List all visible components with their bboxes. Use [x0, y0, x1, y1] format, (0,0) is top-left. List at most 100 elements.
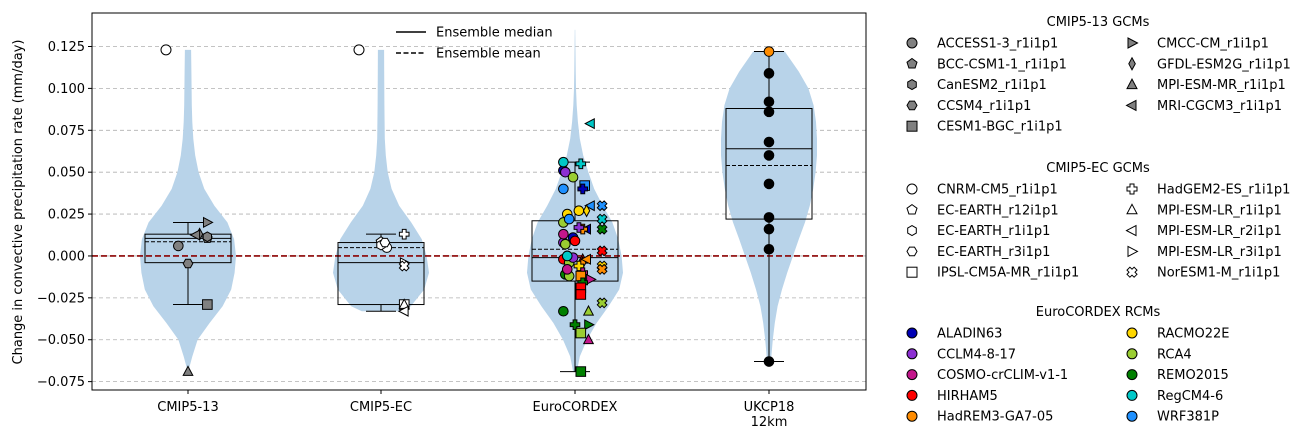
data-point [397, 305, 409, 317]
data-point [763, 212, 775, 223]
y-tick-label: 0.125 [48, 40, 85, 55]
legend-entry-label: CESM1-BGC_r1i1p1 [937, 120, 1063, 135]
legend-marker [906, 369, 918, 381]
data-point [763, 136, 775, 148]
legend-marker [1126, 410, 1138, 422]
legend-entry-label: ACCESS1-3_r1i1p1 [937, 37, 1058, 52]
legend-entry-label: IPSL-CM5A-MR_r1i1p1 [937, 266, 1079, 281]
legend-marker [906, 266, 918, 278]
legend-entry-label: REMO2015 [1157, 368, 1229, 383]
legend-entry-label: RCA4 [1157, 347, 1192, 362]
data-point [596, 223, 608, 235]
data-point [398, 260, 410, 272]
data-point [398, 228, 410, 240]
data-point [763, 243, 775, 255]
data-point [596, 297, 608, 309]
outlier-point [353, 44, 365, 56]
plot-area: −0.075 −0.050 −0.025 0.000 0.025 0.050 0.075 0.… [37, 12, 867, 430]
data-point [580, 253, 591, 265]
legend-marker [906, 37, 918, 49]
legend-marker [907, 225, 917, 237]
legend-marker [906, 57, 918, 69]
data-point [575, 327, 587, 339]
y-tick-label: −0.025 [37, 291, 85, 306]
violin-1 [333, 49, 429, 312]
legend-marker [1126, 266, 1138, 278]
data-point [763, 150, 775, 161]
legend-section-title: EuroCORDEX RCMs [1036, 305, 1161, 320]
data-point [561, 250, 573, 262]
data-point [202, 299, 213, 310]
legend-marker [906, 410, 918, 422]
data-point [575, 158, 587, 170]
y-tick-label: 0.075 [48, 124, 85, 139]
legend-entry-label: MPI-ESM-MR_r1i1p1 [1157, 78, 1286, 93]
y-tick-label: −0.075 [37, 375, 85, 390]
x-tick-label: UKCP18 [744, 400, 795, 415]
data-point [573, 222, 585, 233]
data-point [582, 333, 595, 345]
line-legend: Ensemble median Ensemble mean [396, 26, 553, 62]
legend-entry-label: HadREM3-GA7-05 [937, 410, 1053, 425]
data-point [560, 166, 571, 178]
data-point [558, 156, 569, 168]
legend-entry-label: CCSM4_r1i1p1 [937, 99, 1031, 114]
legend-entry-label: RACMO22E [1157, 327, 1229, 342]
legend-entry-label: ALADIN63 [937, 327, 1002, 342]
data-point [596, 213, 608, 225]
data-point [560, 238, 571, 250]
legend-entry-label: MRI-CGCM3_r1i1p1 [1157, 99, 1282, 114]
legend-marker [906, 389, 918, 401]
y-tick-label: −0.050 [37, 333, 85, 348]
data-point [582, 203, 591, 218]
x-tick-label: CMIP5-13 [157, 400, 218, 415]
legend-entry-label: CCLM4-8-17 [937, 347, 1016, 362]
data-point [577, 183, 588, 195]
legend-marker [1126, 348, 1138, 360]
legend-marker [1127, 37, 1139, 49]
legend-marker [1126, 183, 1138, 195]
legend-entry-label: RegCM4-6 [1157, 389, 1223, 404]
marker-legend: CMIP5-13 GCMs ACCESS1-3_r1i1p1 BCC-CSM1-1_… [906, 15, 1291, 425]
data-point [202, 231, 212, 243]
data-point [569, 235, 581, 247]
legend-marker [1126, 78, 1138, 90]
legend-marker [907, 79, 917, 91]
legend-entry-label: BCC-CSM1-1_r1i1p1 [937, 57, 1067, 72]
data-point [182, 365, 194, 376]
data-point [203, 216, 214, 229]
data-point [596, 263, 608, 275]
data-point [182, 258, 194, 269]
legend-marker [1126, 203, 1138, 215]
data-point [763, 223, 775, 235]
legend-entry-label: NorESM1-M_r1i1p1 [1157, 266, 1280, 281]
legend-marker [1125, 99, 1137, 112]
y-tick-label: 0.100 [48, 82, 85, 97]
violin-3 [721, 51, 817, 362]
legend-entry-label: WRF381P [1157, 410, 1219, 425]
data-point [573, 205, 585, 217]
legend-entry-label: MPI-ESM-LR_r3i1p1 [1157, 245, 1282, 260]
data-point [558, 305, 569, 317]
legend-entry-label: COSMO-crCLIM-v1-1 [937, 368, 1068, 383]
legend-section-title: CMIP5-13 GCMs [1047, 15, 1150, 30]
legend-section-title: CMIP5-EC GCMs [1046, 161, 1150, 176]
data-point [582, 304, 595, 316]
legend-entry-label: EC-EARTH_r3i1p1 [937, 245, 1050, 260]
violin-0 [140, 49, 236, 372]
legend-marker [906, 120, 918, 132]
y-tick-label: 0.050 [48, 166, 85, 181]
legend-marker [906, 203, 918, 215]
data-point [763, 96, 775, 108]
data-point [575, 366, 587, 377]
legend-marker [906, 246, 918, 257]
legend-entry-label: CNRM-CM5_r1i1p1 [937, 183, 1058, 198]
outlier-point [160, 44, 172, 56]
legend-marker [906, 100, 918, 111]
y-axis-label: Change in convective precipitation rate … [11, 40, 26, 365]
legend-entry-label: MPI-ESM-LR_r1i1p1 [1157, 203, 1282, 218]
data-point [584, 319, 595, 331]
data-point [189, 229, 201, 241]
legend-entry-label: CanESM2_r1i1p1 [937, 78, 1047, 93]
